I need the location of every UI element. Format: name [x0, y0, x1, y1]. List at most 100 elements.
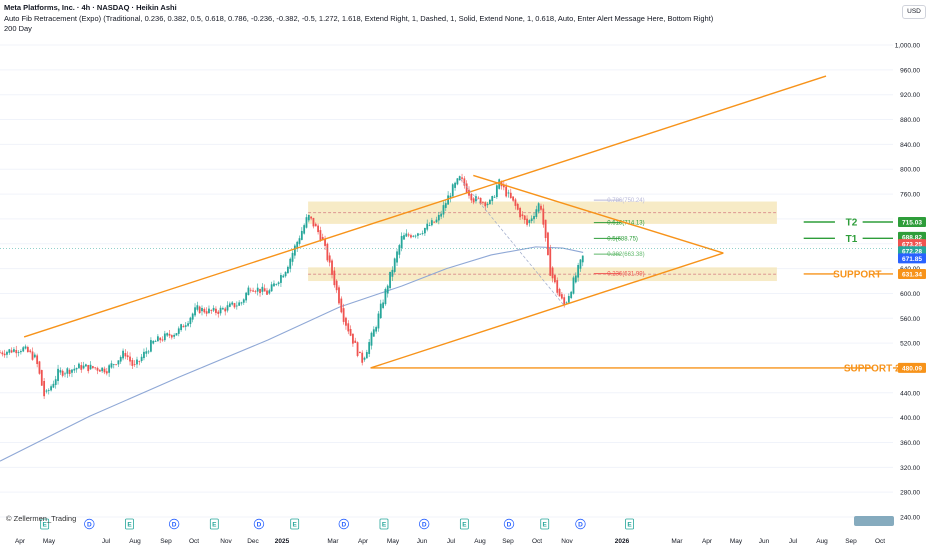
candle-body: [89, 364, 92, 370]
chart-title[interactable]: Meta Platforms, Inc. · 4h · NASDAQ · Hei…: [4, 3, 177, 12]
fib-indicator-legend[interactable]: Auto Fib Retracement (Expo) (Traditional…: [4, 13, 714, 23]
annotation-label: SUPPORT 2: [844, 363, 901, 374]
trendline-channel-upper[interactable]: [23, 75, 827, 338]
dividend-marker[interactable]: [503, 518, 515, 530]
dividend-marker[interactable]: [168, 518, 180, 530]
price-label-badge: [898, 253, 926, 264]
candle-body: [356, 342, 359, 356]
candle-body: [94, 367, 97, 369]
dividend-marker-letter: D: [172, 521, 177, 528]
annotation-label: T2: [846, 218, 858, 229]
earnings-marker[interactable]: [540, 518, 550, 530]
candle-body: [298, 238, 301, 244]
candle-body: [526, 218, 528, 225]
fib-level-label: 0.5(688.75): [607, 236, 638, 242]
candle-body: [554, 275, 556, 283]
candle-body: [544, 219, 547, 239]
candle-body: [386, 285, 389, 294]
dividend-marker[interactable]: [84, 518, 95, 530]
candle-body: [57, 368, 59, 381]
fib-guide-line: [459, 178, 565, 307]
trendline-triangle-upper[interactable]: [473, 174, 724, 254]
y-tick-label: 560.00: [900, 316, 920, 323]
earnings-marker-letter: E: [382, 521, 387, 528]
y-tick-label: 760.00: [900, 192, 920, 199]
candle-body: [98, 369, 101, 372]
candle-body: [168, 333, 171, 336]
candle-body: [372, 329, 375, 337]
ma-indicator-legend[interactable]: 200 Day: [4, 24, 32, 33]
y-tick-label: 400.00: [900, 415, 920, 422]
earnings-marker[interactable]: [379, 518, 389, 530]
price-label-text: 631.34: [902, 271, 922, 278]
candle-body: [577, 264, 580, 278]
y-tick-label: 240.00: [900, 515, 920, 522]
dividend-marker[interactable]: [253, 518, 265, 530]
candle-body: [535, 209, 538, 217]
candle-body: [108, 365, 111, 373]
candle-body: [331, 260, 333, 275]
candle-body: [549, 248, 552, 276]
candle-body: [129, 356, 131, 362]
candle-body: [177, 328, 180, 334]
candle-body: [154, 341, 157, 342]
y-tick-label: 800.00: [900, 167, 920, 174]
candle-body: [263, 288, 266, 292]
candle-body: [407, 234, 410, 236]
candle-body: [287, 266, 289, 274]
x-tick-label: Apr: [358, 538, 369, 545]
dividend-marker[interactable]: [575, 518, 586, 530]
trendline-channel-lower[interactable]: [370, 252, 724, 369]
candle-body: [103, 368, 106, 373]
dividend-marker[interactable]: [418, 518, 430, 530]
candle-body: [212, 307, 215, 311]
y-tick-label: 320.00: [900, 465, 920, 472]
candle-body: [486, 203, 489, 206]
earnings-marker-letter: E: [42, 521, 47, 528]
candle-body: [38, 361, 41, 374]
earnings-marker[interactable]: [625, 518, 634, 530]
earnings-marker[interactable]: [209, 518, 219, 530]
candle-body: [547, 232, 549, 256]
currency-button[interactable]: USD: [902, 5, 926, 19]
candle-body: [235, 305, 238, 307]
candle-body: [430, 220, 433, 226]
x-tick-label: Aug: [129, 538, 141, 545]
candle-body: [479, 197, 482, 205]
candle-body: [410, 235, 412, 238]
candle-body: [305, 217, 308, 228]
earnings-marker[interactable]: [40, 518, 50, 530]
x-tick-label: Nov: [220, 538, 232, 545]
candle-body: [43, 380, 46, 397]
candle-body: [300, 230, 303, 240]
earnings-marker[interactable]: [459, 518, 469, 530]
candle-body: [296, 241, 299, 249]
price-label-badge: [898, 217, 926, 228]
candle-body: [242, 299, 245, 303]
candle-body: [563, 297, 566, 306]
dividend-marker[interactable]: [338, 518, 350, 530]
annotation-label: SUPPORT: [833, 269, 881, 280]
candle-body: [412, 235, 415, 237]
candle-body: [352, 333, 354, 344]
earnings-marker-letter: E: [543, 521, 548, 528]
candle-body: [85, 364, 87, 367]
candle-body: [579, 259, 582, 269]
candle-body: [203, 308, 206, 313]
candle-body: [470, 193, 473, 201]
x-tick-label: Oct: [189, 538, 199, 545]
fib-level-label: 0.382(663.38): [607, 252, 644, 258]
candle-body: [335, 280, 338, 291]
earnings-marker[interactable]: [125, 518, 134, 530]
x-tick-label: Sep: [502, 538, 514, 545]
candle-body: [326, 243, 329, 261]
candle-body: [574, 275, 577, 283]
candle-body: [221, 308, 224, 310]
earnings-marker[interactable]: [290, 518, 300, 530]
fib-level-label: 0.786(750.24): [607, 198, 644, 204]
candle-body: [66, 368, 69, 374]
candle-body: [136, 359, 138, 365]
candle-body: [187, 323, 189, 326]
